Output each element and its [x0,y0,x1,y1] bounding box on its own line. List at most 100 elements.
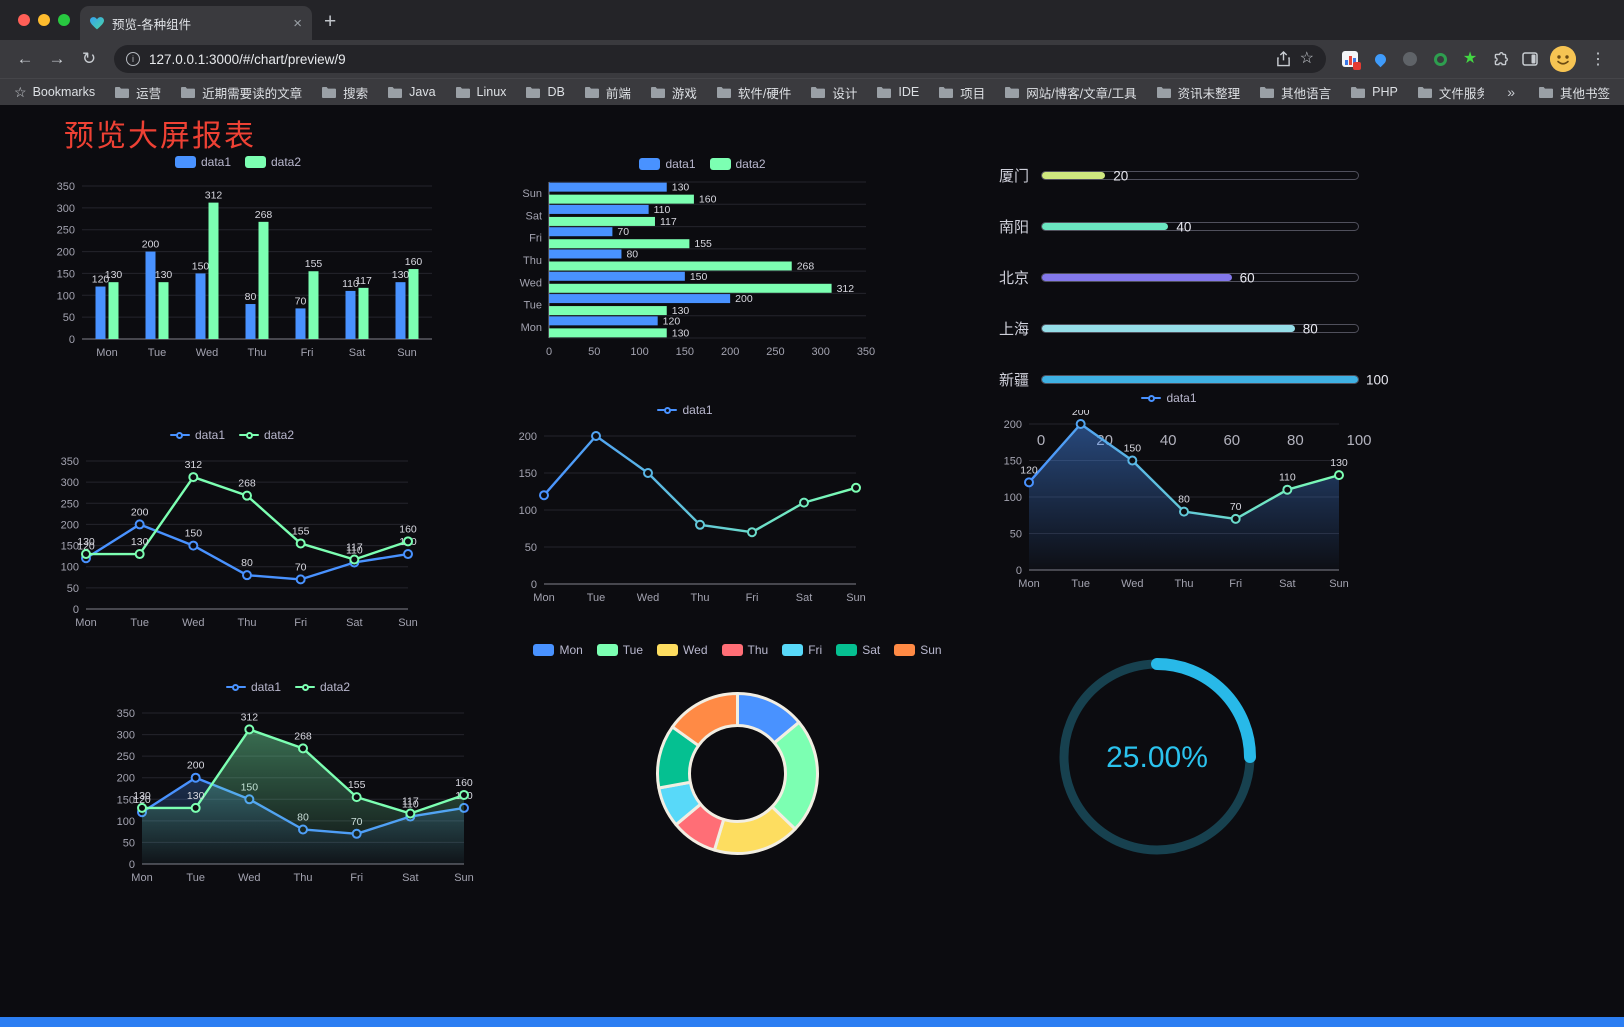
stacked-area-chart[interactable]: data1 data2 0 50 100 150 200 250 300 350 Mon Tue Wed… [98,675,478,890]
progress-label: 上海 [998,321,1029,338]
forward-icon[interactable]: → [48,49,66,68]
svg-text:Tue: Tue [148,347,167,359]
grouped-bar-chart[interactable]: data1 data2 0 50 100 150 200 250 300 350 Mon 120 130… [38,150,438,365]
browser-menu-icon[interactable]: ⋮ [1590,51,1606,68]
bookmark-folder[interactable]: 其他语言 [1259,83,1331,102]
green-ring-extension-icon[interactable] [1430,49,1450,69]
browser-tab[interactable]: 预览-各种组件 × [80,6,312,40]
bookmark-folder[interactable]: 运营 [114,83,161,102]
bookmark-folder[interactable]: 游戏 [650,83,697,102]
share-icon[interactable] [1276,51,1291,67]
legend-label: data1 [194,428,225,442]
bookmark-folder[interactable]: 资讯未整理 [1156,83,1240,102]
legend-item[interactable]: Wed [657,643,708,657]
svg-text:350: 350 [857,346,875,358]
legend-item[interactable]: Fri [782,643,822,657]
svg-text:Sun: Sun [454,872,474,884]
svg-text:Mon: Mon [521,322,542,334]
bookmark-folder[interactable]: Linux [455,85,506,99]
other-bookmarks[interactable]: 其他书签 [1538,83,1610,102]
chart-canvas[interactable] [540,662,935,873]
legend-item[interactable]: data2 [295,680,350,694]
dark-circle-extension-icon[interactable] [1400,49,1420,69]
legend-item[interactable]: data1 [225,680,281,694]
legend-item[interactable]: Thu [721,643,768,657]
legend-item[interactable]: data2 [245,155,301,169]
bookmark-folder[interactable]: 文件服务器 [1417,83,1484,102]
new-tab-button[interactable]: + [324,10,337,33]
legend-item[interactable]: Sat [836,643,880,657]
bookmark-folder[interactable]: 网站/博客/文章/工具 [1004,83,1137,102]
legend-item[interactable]: Sun [894,643,942,657]
single-line-chart[interactable]: data1 0 50 100 150 200 Mon Tue Wed Thu Fri Sat Sun [500,398,870,610]
site-info-icon[interactable] [126,52,140,66]
fullscreen-window-button[interactable] [58,14,70,26]
legend-item[interactable]: data1 [174,155,231,169]
reload-icon[interactable]: ↻ [81,49,97,68]
legend-item[interactable]: data1 [657,403,713,417]
area-line-chart[interactable]: data1 0 50 100 150 200 Mon Tue Wed Thu Fri Sat Sun 12… [985,386,1353,596]
bookmark-bookmarks[interactable]: ☆ Bookmarks [14,85,95,99]
legend-item[interactable]: Mon [533,643,583,657]
legend-marker-icon [596,644,618,656]
legend-item[interactable]: data1 [639,157,696,171]
progress-track: 100 [1041,372,1389,387]
bookmark-folder[interactable]: PHP [1350,85,1398,99]
multi-line-chart[interactable]: data1 data2 0 50 100 150 200 250 300 350 Mon Tue Wed… [42,423,422,635]
bookmark-folder[interactable]: DB [525,85,565,99]
donut-chart[interactable]: Mon Tue Wed Thu Fri Sat Sun [533,638,942,873]
svg-text:Wed: Wed [182,617,204,629]
bookmark-folder[interactable]: 设计 [810,83,857,102]
side-panel-icon[interactable] [1520,49,1540,69]
bookmark-star-icon[interactable]: ☆ [1299,50,1314,67]
tab-close-icon[interactable]: × [293,14,302,32]
stats-extension-icon[interactable] [1340,49,1361,70]
legend-item[interactable]: data1 [1141,391,1197,405]
green-star-extension-icon[interactable]: ★ [1462,50,1478,67]
chart-canvas[interactable]: 0 50 100 150 200 Mon Tue Wed Thu Fri Sat Sun 120 200 1… [985,410,1353,596]
bookmark-label: 搜索 [343,86,369,101]
svg-text:120: 120 [92,274,110,286]
chart-canvas[interactable]: 0 50 100 150 200 250 300 350 Mon Tue Wed Thu Fri Sat S… [98,699,478,890]
bookmark-folder[interactable]: 项目 [938,83,985,102]
star-icon: ☆ [14,84,27,100]
chart-legend: data1 data2 [505,152,900,176]
bookmark-label: 设计 [832,86,858,101]
legend-label: Wed [683,643,708,657]
svg-text:100: 100 [630,346,648,358]
bookmark-folder[interactable]: 近期需要读的文章 [180,83,302,102]
progress-bar-chart[interactable]: 厦门 20 南阳 40 北京 60 上海 80 新疆 100 0 20 40 60 80 100 [995,155,1389,449]
bookmarks-overflow-icon[interactable]: » [1507,84,1515,100]
back-icon[interactable]: ← [16,49,34,68]
legend-item[interactable]: data2 [709,157,766,171]
chart-canvas[interactable]: 25.00% [1048,648,1266,866]
svg-text:130: 130 [392,269,410,281]
horizontal-bar-chart[interactable]: data1 data2 0 50 100 150 200 250 300 350 Sun 130 160… [505,152,900,364]
pin-extension-icon[interactable] [1370,49,1390,69]
percentage-ring-chart[interactable]: 25.00% [1048,648,1266,866]
bookmark-folder[interactable]: 前端 [584,83,631,102]
axis-tick-label: 60 [1223,432,1241,449]
svg-text:200: 200 [142,239,160,251]
profile-avatar[interactable] [1550,46,1576,72]
bookmark-folder[interactable]: IDE [876,85,919,99]
bookmark-folder[interactable]: 软件/硬件 [716,83,791,102]
bookmark-folder[interactable]: 搜索 [321,83,368,102]
extensions-puzzle-icon[interactable] [1490,49,1510,69]
legend-item[interactable]: data2 [239,428,294,442]
address-bar[interactable]: 127.0.0.1:3000/#/chart/preview/9 ☆ [114,45,1326,73]
bookmark-folder[interactable]: Java [387,85,436,99]
svg-text:268: 268 [294,730,312,742]
minimize-window-button[interactable] [38,14,50,26]
legend-item[interactable]: data1 [169,428,225,442]
chart-canvas[interactable]: 0 50 100 150 200 Mon Tue Wed Thu Fri Sat Sun [500,422,870,610]
progress-value: 100 [1366,372,1389,387]
legend-item[interactable]: Tue [596,643,643,657]
chart-canvas[interactable]: 0 50 100 150 200 250 300 350 Mon Tue Wed Thu Fri Sat S… [42,447,422,635]
svg-text:Thu: Thu [238,617,257,629]
svg-text:200: 200 [735,293,753,305]
chart-canvas[interactable]: 050100150200250300350Mon120130Tue200130W… [38,174,438,365]
close-window-button[interactable] [18,14,30,26]
axis-tick-label: 40 [1159,432,1177,449]
